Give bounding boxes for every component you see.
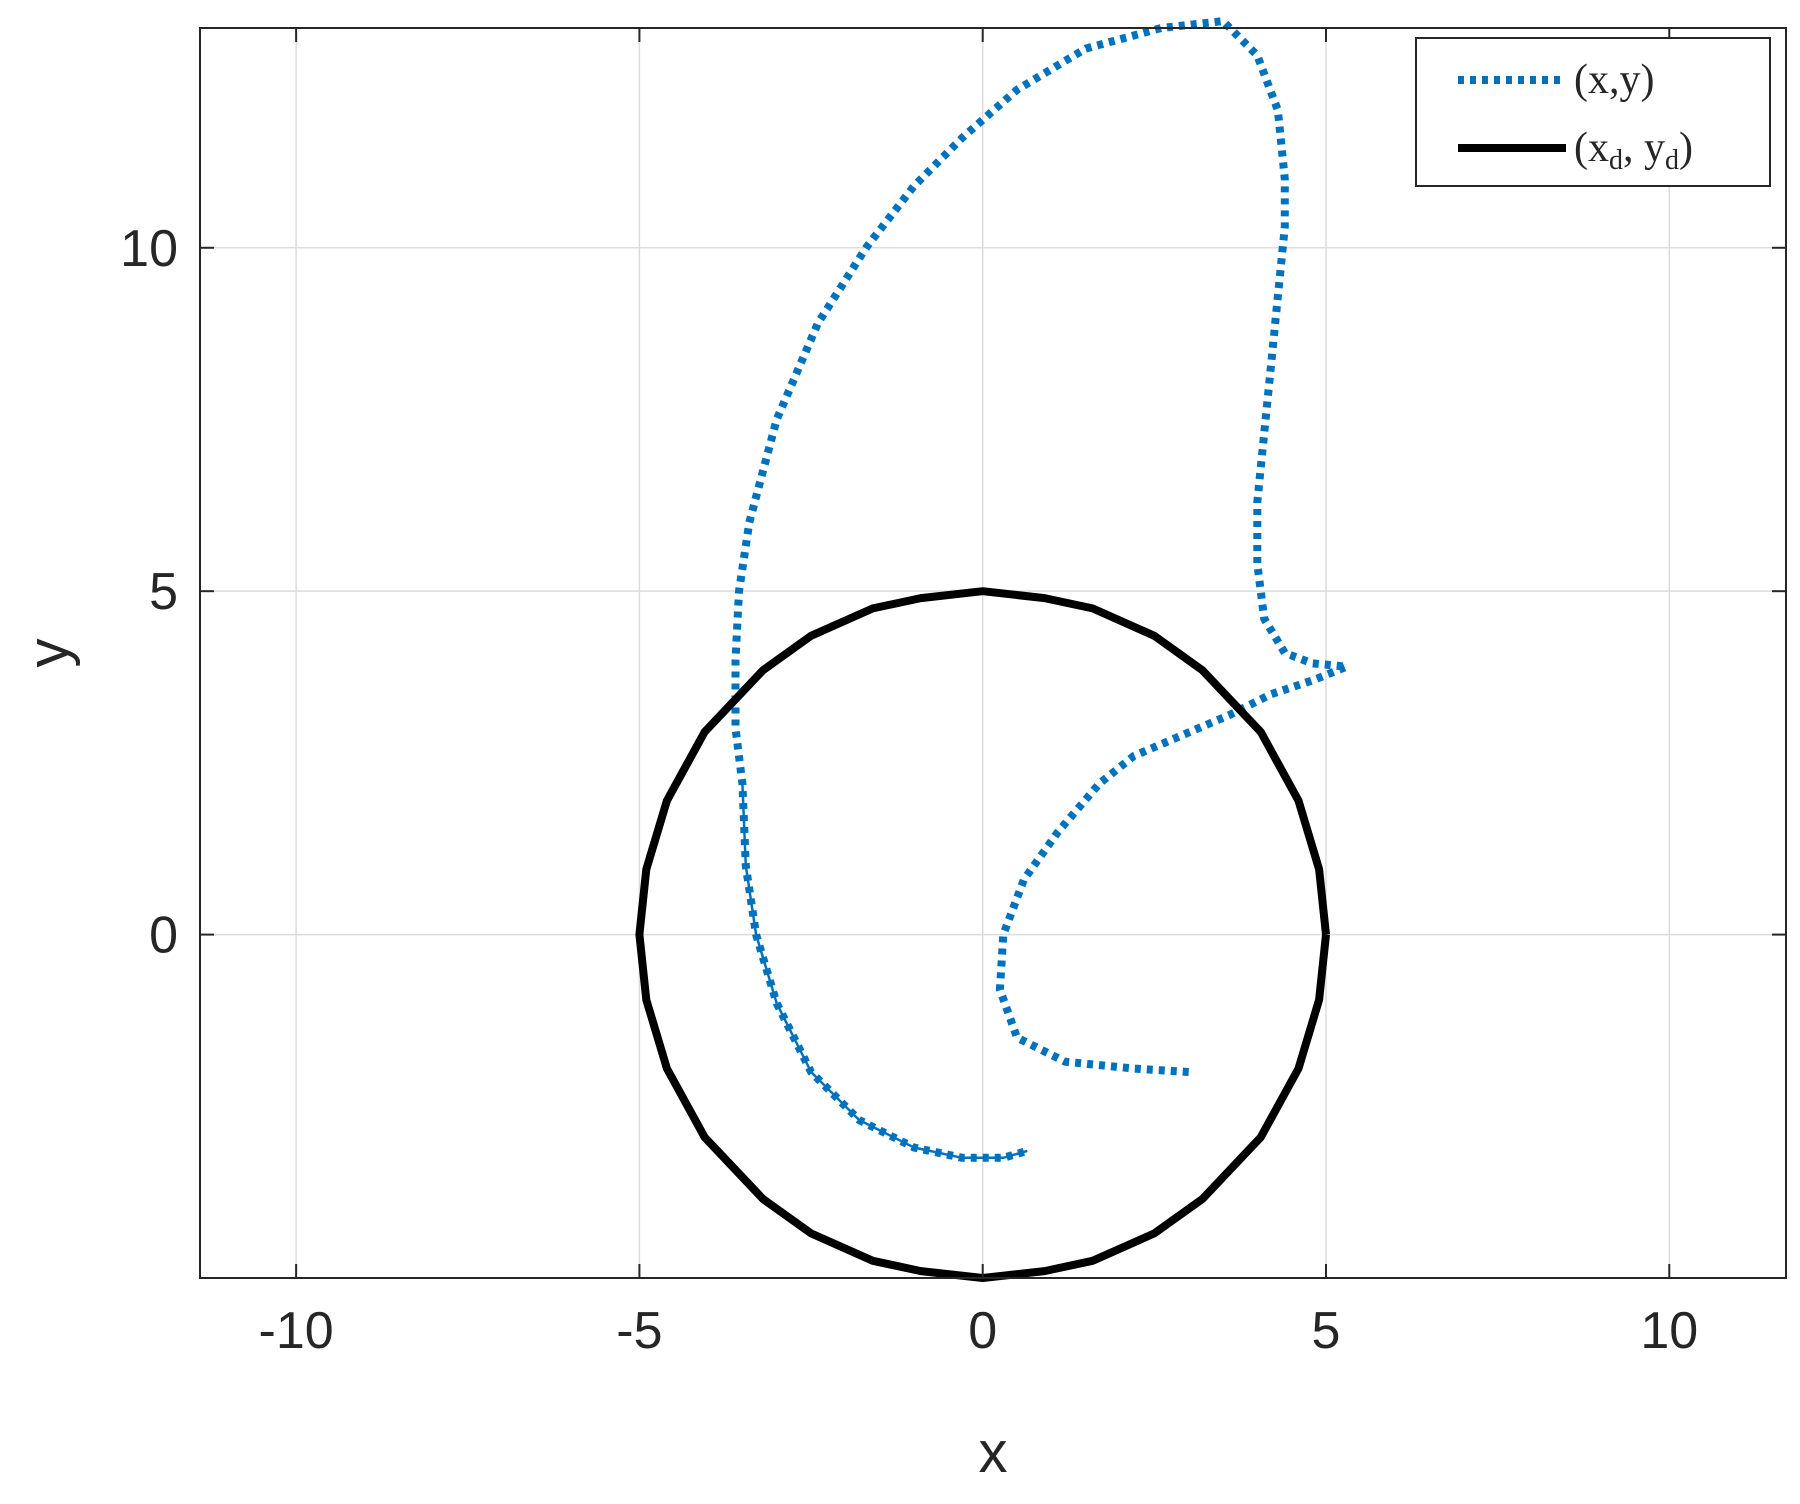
x-tick-label: 10 <box>1640 1302 1698 1360</box>
legend-label-part: , y <box>1623 125 1665 171</box>
legend-label-xy: (x,y) <box>1574 57 1654 103</box>
legend-label-sub: d <box>1665 145 1679 176</box>
y-tick-label: 5 <box>149 563 178 621</box>
x-tick-label: 5 <box>1312 1302 1341 1360</box>
axes-box <box>199 27 1787 1279</box>
x-tick-label: 0 <box>968 1302 997 1360</box>
x-tick-label: -10 <box>259 1302 334 1360</box>
legend: (x,y) (xd, yd) <box>1415 37 1771 187</box>
x-tick-label: -5 <box>616 1302 662 1360</box>
x-axis-label: x <box>979 1420 1008 1485</box>
legend-label-sub: d <box>1609 145 1623 176</box>
grid <box>200 28 1786 1278</box>
series-xd-yd-circle <box>635 587 1330 1282</box>
series-xy-thin-overlap <box>741 783 1028 1160</box>
legend-box <box>1415 37 1771 187</box>
y-axis-label: y <box>16 639 81 668</box>
y-tick-label: 10 <box>120 220 178 278</box>
ticks: -10 -5 0 5 10 0 5 10 <box>120 28 1786 1360</box>
series-group <box>635 17 1351 1282</box>
legend-label-part: (x <box>1574 125 1609 171</box>
y-tick-label: 0 <box>149 907 178 965</box>
legend-label-xd-yd: (xd, yd) <box>1574 125 1693 176</box>
legend-label-part: ) <box>1679 125 1693 171</box>
